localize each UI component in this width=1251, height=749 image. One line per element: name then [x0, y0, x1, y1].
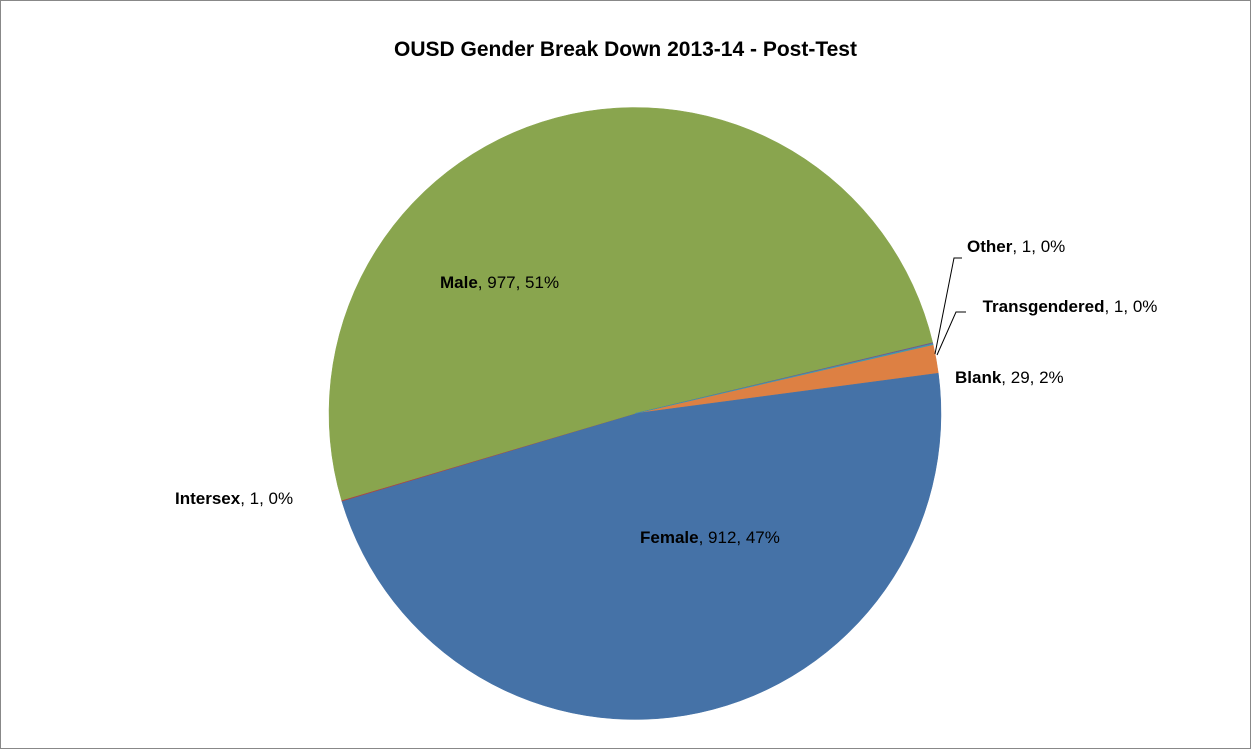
data-label: Intersex, 1, 0% [175, 488, 293, 510]
slice [634, 343, 934, 414]
label-category: Male [440, 273, 478, 292]
label-category: Female [640, 528, 699, 547]
data-label: Female, 912, 47% [640, 527, 780, 549]
leader-line [934, 257, 962, 355]
label-value: , 1, 0% [1104, 297, 1158, 316]
label-category: Intersex [175, 489, 241, 508]
data-label: Male, 977, 51% [440, 272, 559, 294]
data-label: Other, 1, 0% [967, 236, 1065, 258]
label-value: , 912, 47% [698, 528, 780, 547]
slice [328, 107, 934, 501]
label-value: , 977, 51% [477, 273, 560, 292]
leader-line [936, 311, 966, 356]
pie [328, 107, 942, 720]
label-category: Transgendered [982, 297, 1105, 316]
label-value: , 29, 2% [1001, 368, 1064, 387]
label-value: , 1, 0% [240, 489, 294, 508]
slice [341, 372, 942, 720]
data-label: Blank, 29, 2% [955, 367, 1064, 389]
data-label: Transgendered, 1, 0% [972, 296, 1168, 318]
chart-title: OUSD Gender Break Down 2013-14 - Post-Te… [394, 38, 857, 61]
label-category: Other [967, 237, 1013, 256]
label-value: , 1, 0% [1012, 237, 1066, 256]
label-category: Blank [955, 368, 1002, 387]
